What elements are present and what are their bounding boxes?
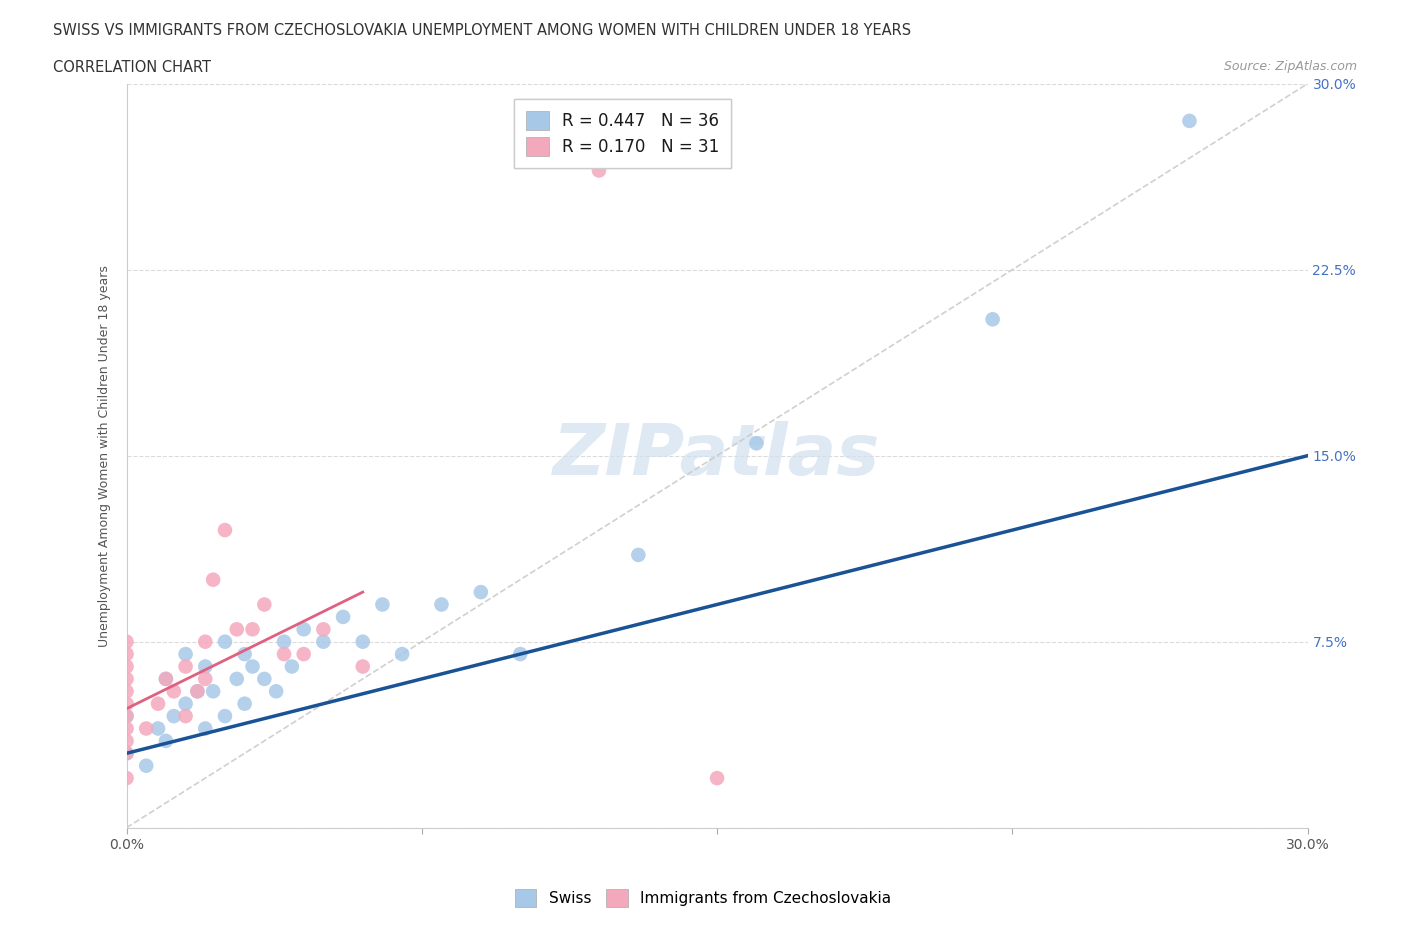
Point (174, 709, 197, 724)
Point (202, 684, 225, 698)
Point (281, 659, 304, 674)
Y-axis label: Unemployment Among Women with Children Under 18 years: Unemployment Among Women with Children U… (97, 265, 111, 646)
Legend: Swiss, Immigrants from Czechoslovakia: Swiss, Immigrants from Czechoslovakia (509, 884, 897, 913)
Point (115, 746, 138, 761)
Point (352, 659, 374, 674)
Point (264, 684, 287, 698)
Point (135, 758, 157, 773)
Point (186, 684, 208, 698)
Text: Source: ZipAtlas.com: Source: ZipAtlas.com (1223, 60, 1357, 73)
Point (115, 634, 138, 649)
Point (706, 771, 728, 786)
Point (371, 597, 394, 612)
Point (155, 671, 177, 686)
Point (186, 684, 208, 698)
Point (430, 597, 453, 612)
Point (115, 709, 138, 724)
Point (273, 646, 295, 661)
Point (163, 684, 186, 698)
Text: CORRELATION CHART: CORRELATION CHART (53, 60, 211, 75)
Point (470, 585, 492, 600)
Point (352, 634, 374, 649)
Point (202, 572, 225, 587)
Point (115, 659, 138, 674)
Point (233, 646, 256, 661)
Point (242, 622, 264, 637)
Point (588, 163, 610, 178)
Point (155, 671, 177, 686)
Point (146, 697, 169, 711)
Point (163, 709, 186, 724)
Point (391, 646, 413, 661)
Point (233, 697, 256, 711)
Point (194, 659, 217, 674)
Point (225, 622, 247, 637)
Point (1178, 113, 1201, 128)
Point (292, 646, 315, 661)
Point (214, 709, 236, 724)
Point (115, 684, 138, 698)
Point (194, 634, 217, 649)
Point (115, 771, 138, 786)
Point (509, 646, 531, 661)
Point (273, 634, 295, 649)
Point (332, 609, 354, 624)
Point (174, 646, 197, 661)
Point (115, 746, 138, 761)
Point (745, 436, 768, 451)
Point (253, 671, 276, 686)
Point (194, 671, 217, 686)
Point (312, 622, 335, 637)
Point (155, 734, 177, 749)
Point (214, 523, 236, 538)
Point (115, 646, 138, 661)
Text: SWISS VS IMMIGRANTS FROM CZECHOSLOVAKIA UNEMPLOYMENT AMONG WOMEN WITH CHILDREN U: SWISS VS IMMIGRANTS FROM CZECHOSLOVAKIA … (53, 23, 911, 38)
Point (627, 548, 650, 563)
Text: ZIPatlas: ZIPatlas (554, 421, 880, 490)
Point (146, 721, 169, 736)
Point (115, 734, 138, 749)
Point (115, 721, 138, 736)
Point (253, 597, 276, 612)
Point (115, 697, 138, 711)
Legend: R = 0.447   N = 36, R = 0.170   N = 31: R = 0.447 N = 36, R = 0.170 N = 31 (515, 100, 731, 168)
Point (174, 697, 197, 711)
Point (312, 634, 335, 649)
Point (225, 671, 247, 686)
Point (115, 671, 138, 686)
Point (214, 634, 236, 649)
Point (135, 721, 157, 736)
Point (115, 709, 138, 724)
Point (174, 659, 197, 674)
Point (242, 659, 264, 674)
Point (292, 622, 315, 637)
Point (194, 721, 217, 736)
Point (981, 312, 1004, 326)
